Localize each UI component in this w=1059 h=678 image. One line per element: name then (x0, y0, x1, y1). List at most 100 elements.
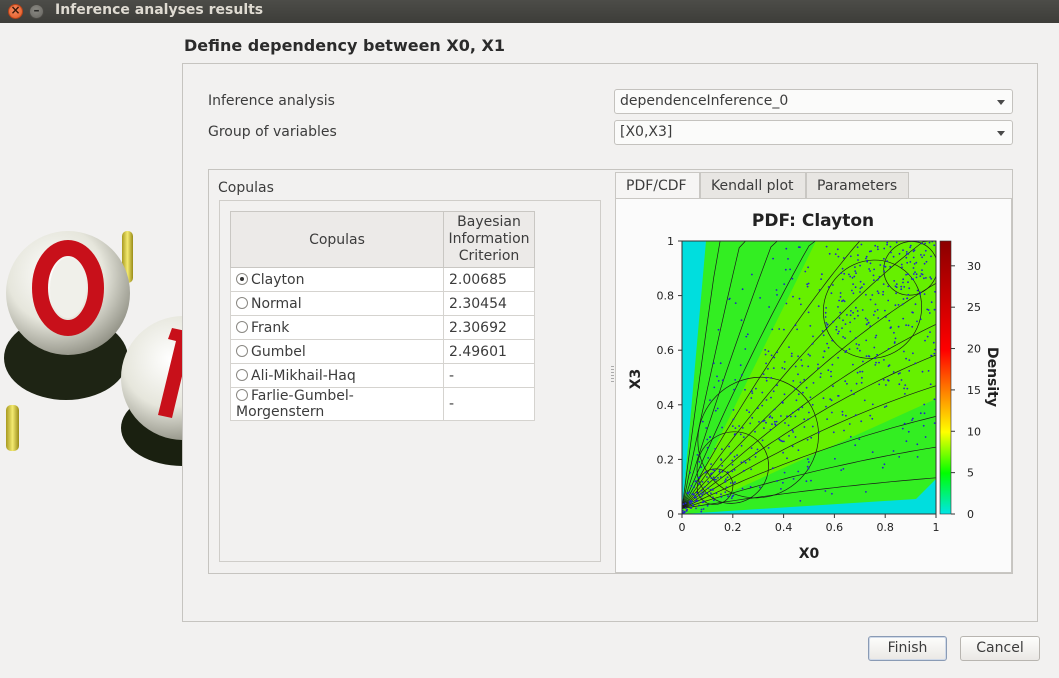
sample-point (714, 409, 717, 412)
sample-point (902, 317, 905, 320)
sample-point (803, 426, 806, 428)
sample-point (860, 243, 863, 246)
radio-button[interactable] (236, 344, 248, 357)
sample-point (789, 268, 791, 271)
sample-point (712, 468, 715, 471)
sample-point (689, 471, 691, 474)
sample-point (778, 328, 781, 330)
sample-point (839, 311, 842, 314)
copula-name: Farlie-Gumbel-Morgenstern (236, 388, 354, 420)
splitter-handle[interactable] (611, 366, 614, 382)
sample-point (706, 476, 708, 478)
minimize-icon: – (33, 3, 40, 17)
table-row[interactable]: Frank 2.30692 (230, 315, 535, 340)
sample-point (837, 395, 840, 397)
contour-line (682, 241, 936, 509)
inference-analysis-combo[interactable]: dependenceInference_0 (614, 89, 1013, 114)
sample-point (827, 346, 830, 349)
sample-point (731, 459, 734, 462)
close-window-button[interactable]: × (8, 3, 23, 19)
sample-point (869, 414, 872, 417)
table-row[interactable]: Gumbel 2.49601 (230, 339, 535, 364)
sample-point (911, 325, 914, 328)
sample-point (881, 466, 884, 469)
colorbar-tick-label: 0 (967, 508, 974, 521)
copula-name-cell[interactable]: Ali-Mikhail-Haq (230, 363, 444, 388)
radio-button[interactable] (236, 368, 248, 381)
sample-point (761, 439, 764, 442)
group-of-variables-combo[interactable]: [X0,X3] (614, 120, 1013, 145)
sample-point (853, 275, 856, 278)
sample-point (770, 377, 773, 379)
sample-point (871, 403, 874, 406)
sample-point (719, 362, 722, 365)
sample-point (806, 438, 809, 441)
finish-button[interactable]: Finish (868, 636, 947, 661)
sample-point (921, 269, 923, 271)
sample-point (919, 275, 922, 277)
contour-line (682, 385, 936, 509)
radio-button[interactable] (236, 320, 248, 333)
sample-point (915, 273, 918, 276)
sample-point (851, 289, 853, 292)
sample-point (830, 399, 833, 402)
sample-point (921, 256, 923, 259)
inference-analysis-label: Inference analysis (208, 93, 335, 109)
minimize-window-button[interactable]: – (29, 3, 44, 19)
tab-parameters[interactable]: Parameters (806, 172, 909, 199)
sample-point (782, 451, 784, 454)
sample-point (783, 393, 786, 396)
sample-point (855, 272, 857, 274)
copula-name-cell[interactable]: Gumbel (230, 339, 444, 364)
sample-point (837, 332, 839, 335)
sample-point (923, 293, 926, 295)
tab-pdf-cdf[interactable]: PDF/CDF (615, 172, 700, 200)
sample-point (783, 283, 786, 285)
sample-point (706, 492, 708, 494)
radio-button-selected[interactable] (236, 272, 248, 285)
sample-point (907, 273, 909, 275)
copula-name-cell[interactable]: Farlie-Gumbel-Morgenstern (230, 387, 444, 421)
sample-point (718, 470, 721, 473)
sample-point (882, 290, 885, 293)
sample-point (907, 324, 910, 327)
sample-point (810, 436, 813, 439)
tab-kendall-plot[interactable]: Kendall plot (700, 172, 806, 199)
column-header-copulas[interactable]: Copulas (230, 211, 444, 268)
table-row[interactable]: Clayton 2.00685 (230, 267, 535, 292)
cancel-button[interactable]: Cancel (960, 636, 1040, 661)
copula-name-cell[interactable]: Clayton (230, 267, 444, 292)
contour-line (682, 323, 936, 509)
x-tick-label: 0 (679, 521, 686, 534)
sample-point (806, 283, 808, 286)
sample-point (689, 507, 692, 509)
sample-point (859, 370, 861, 373)
sample-point (872, 314, 875, 316)
radio-button[interactable] (236, 389, 248, 401)
sample-point (894, 285, 897, 288)
sample-point (765, 399, 768, 401)
sample-point (882, 378, 885, 381)
column-header-bic[interactable]: Bayesian Information Criterion (443, 211, 535, 268)
x-tick-label: 0.8 (876, 521, 894, 534)
sample-point (916, 320, 918, 323)
copula-name-cell[interactable]: Normal (230, 291, 444, 316)
table-row[interactable]: Normal 2.30454 (230, 291, 535, 316)
sample-point (849, 330, 852, 333)
sample-point (728, 298, 731, 301)
sample-point (903, 387, 905, 390)
sample-point (853, 317, 856, 320)
table-row[interactable]: Ali-Mikhail-Haq - (230, 363, 535, 388)
sample-point (844, 380, 847, 383)
radio-button[interactable] (236, 296, 248, 309)
sample-point (877, 248, 879, 251)
sample-point (827, 286, 830, 288)
copula-name-cell[interactable]: Frank (230, 315, 444, 340)
sample-point (702, 501, 705, 503)
table-row[interactable]: Farlie-Gumbel-Morgenstern - (230, 387, 535, 421)
sample-point (885, 384, 887, 386)
sample-point (832, 385, 834, 388)
sample-point (865, 255, 868, 258)
sample-point (807, 282, 810, 285)
sample-point (876, 353, 878, 356)
